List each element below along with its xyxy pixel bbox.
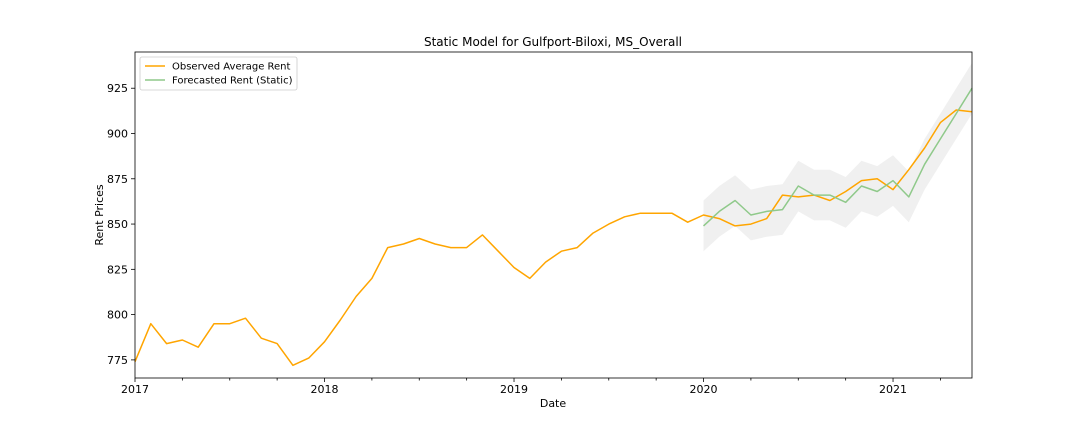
y-tick-label: 850 xyxy=(107,218,128,231)
series-line-observed xyxy=(134,109,973,367)
y-tick-label: 825 xyxy=(107,263,128,276)
y-axis-label: Rent Prices xyxy=(93,184,106,246)
y-axis: 775 800 825 850 875 900 925 xyxy=(107,82,135,367)
confidence-band-layer xyxy=(703,62,972,252)
legend-box xyxy=(139,56,298,91)
x-tick-label: 2020 xyxy=(690,383,718,396)
y-tick-label: 775 xyxy=(107,354,128,367)
chart-title: Static Model for Gulfport-Biloxi, MS_Ove… xyxy=(424,35,682,49)
x-tick-label: 2021 xyxy=(879,383,907,396)
x-tick-label: 2018 xyxy=(311,383,339,396)
x-tick-label: 2017 xyxy=(121,383,149,396)
y-tick-label: 900 xyxy=(107,128,128,141)
legend-label-observed: Observed Average Rent xyxy=(172,62,291,73)
forecast-confidence-band xyxy=(703,62,972,252)
series-line-layer xyxy=(134,87,973,367)
x-axis: 2017 2018 2019 2020 2021 xyxy=(121,378,941,396)
legend-label-forecast: Forecasted Rent (Static) xyxy=(172,76,293,87)
y-tick-label: 800 xyxy=(107,309,128,322)
y-tick-label: 875 xyxy=(107,173,128,186)
plot-frame xyxy=(134,51,973,379)
legend: Observed Average Rent Forecasted Rent (S… xyxy=(139,56,298,91)
x-tick-label: 2019 xyxy=(500,383,528,396)
x-axis-label: Date xyxy=(540,397,567,410)
y-tick-label: 925 xyxy=(107,82,128,95)
series-line-forecast xyxy=(702,87,973,227)
